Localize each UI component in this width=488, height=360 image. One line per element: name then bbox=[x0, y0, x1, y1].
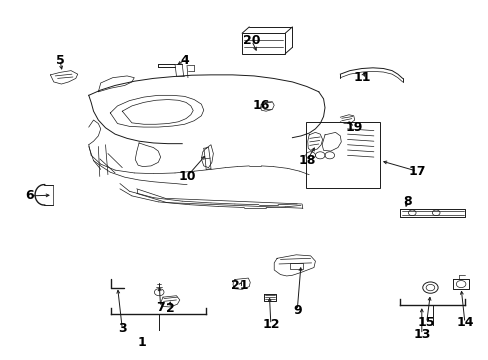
Text: 3: 3 bbox=[118, 323, 126, 336]
Text: 6: 6 bbox=[25, 189, 34, 202]
Text: 15: 15 bbox=[417, 316, 434, 329]
Text: 2: 2 bbox=[165, 302, 174, 315]
Text: 17: 17 bbox=[407, 165, 425, 178]
Text: 11: 11 bbox=[352, 71, 370, 84]
Text: 12: 12 bbox=[262, 318, 279, 331]
Text: 7: 7 bbox=[156, 301, 164, 314]
Text: 4: 4 bbox=[180, 54, 188, 67]
Text: 18: 18 bbox=[298, 154, 315, 167]
Text: 20: 20 bbox=[243, 34, 260, 47]
Text: 10: 10 bbox=[178, 170, 195, 183]
Text: 8: 8 bbox=[402, 195, 411, 208]
Text: 5: 5 bbox=[56, 54, 64, 67]
Text: 21: 21 bbox=[230, 279, 248, 292]
Text: 19: 19 bbox=[346, 121, 363, 134]
Text: 1: 1 bbox=[137, 336, 145, 349]
Text: 14: 14 bbox=[455, 316, 473, 329]
Text: 13: 13 bbox=[412, 328, 429, 341]
Text: 16: 16 bbox=[252, 99, 269, 112]
Text: 9: 9 bbox=[292, 304, 301, 317]
